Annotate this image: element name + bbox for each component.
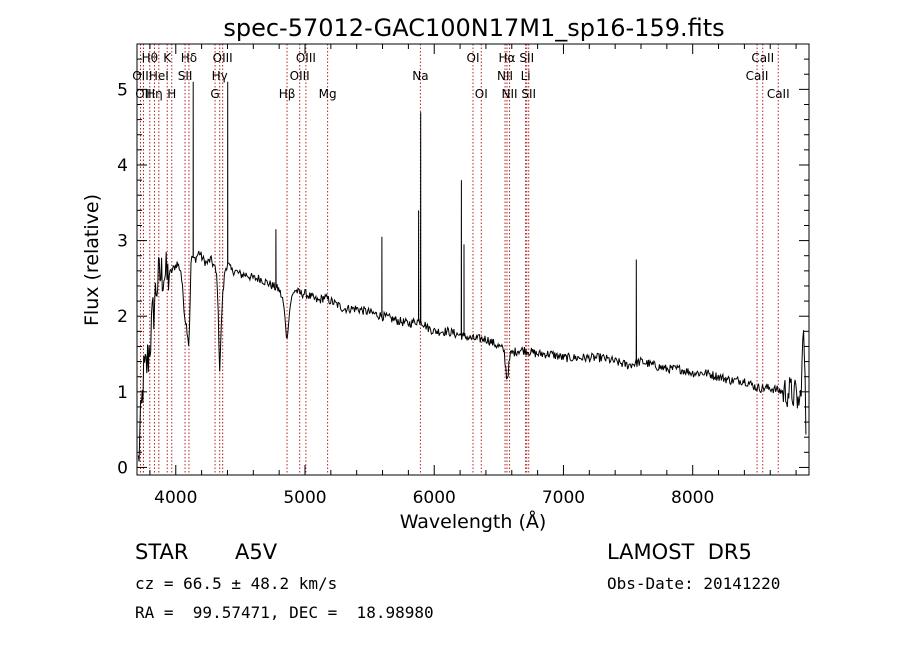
x-axis-label: Wavelength (Å) [400, 510, 547, 533]
line-label: Na [412, 69, 428, 83]
x-tick-label: 4000 [154, 488, 197, 508]
x-tick-label: 5000 [283, 488, 326, 508]
line-label: Mg [319, 87, 337, 101]
line-label: Hβ [279, 87, 296, 101]
coordinates: RA = 99.57471, DEC = 18.98980 [135, 603, 434, 622]
x-tick-label: 7000 [542, 488, 585, 508]
survey-name: LAMOST DR5 [607, 540, 752, 564]
x-tick-label: 6000 [413, 488, 456, 508]
redshift-velocity: cz = 66.5 ± 48.2 km/s [135, 574, 338, 593]
y-tick-label: 0 [117, 458, 128, 478]
axis-ticks: 4000 5000 6000 7000 8000 0 1 2 3 4 5 [117, 44, 809, 508]
line-label: NII [502, 87, 518, 101]
line-label: CaII [767, 87, 790, 101]
line-label: H [167, 87, 176, 101]
spectrum-series [137, 81, 807, 462]
line-label: NII [497, 69, 513, 83]
line-label: Hγ [212, 69, 228, 83]
line-label: CaII [746, 69, 769, 83]
y-tick-label: 3 [117, 232, 128, 252]
line-label: Hδ [181, 51, 197, 65]
line-label: K [163, 51, 172, 65]
y-tick-label: 2 [117, 307, 128, 327]
line-label: Hα [499, 51, 516, 65]
line-label: SII [521, 87, 536, 101]
line-label: HeI [149, 69, 169, 83]
line-label: G [210, 87, 219, 101]
line-label: OIII [296, 51, 316, 65]
line-label: OIII [290, 69, 310, 83]
plot-frame [136, 43, 810, 476]
line-label: SII [519, 51, 534, 65]
line-label: OIII [213, 51, 233, 65]
line-markers [139, 44, 779, 475]
chart-title: spec-57012-GAC100N17M1_sp16-159.fits [223, 14, 724, 42]
spectrum-line [137, 81, 807, 462]
line-label: Hη [146, 87, 163, 101]
y-axis-label: Flux (relative) [81, 194, 103, 326]
object-class: STAR [135, 540, 189, 564]
line-label: CaII [751, 51, 774, 65]
y-tick-label: 1 [117, 383, 128, 403]
line-label: Li [521, 69, 531, 83]
line-label: OII [132, 69, 149, 83]
line-label: OI [467, 51, 480, 65]
x-tick-label: 8000 [671, 488, 714, 508]
line-label: OI [475, 87, 488, 101]
object-subclass: A5V [235, 540, 278, 564]
line-label: Hθ [142, 51, 158, 65]
line-label: SII [178, 69, 193, 83]
y-tick-label: 5 [117, 80, 128, 100]
observation-date: Obs-Date: 20141220 [607, 574, 781, 593]
line-label: OII [135, 87, 152, 101]
y-tick-label: 4 [117, 156, 128, 176]
line-labels: OIIOIIHθHηHeIKHSIIHδGHγOIIIHβOIIIOIIIMgN… [132, 51, 789, 101]
